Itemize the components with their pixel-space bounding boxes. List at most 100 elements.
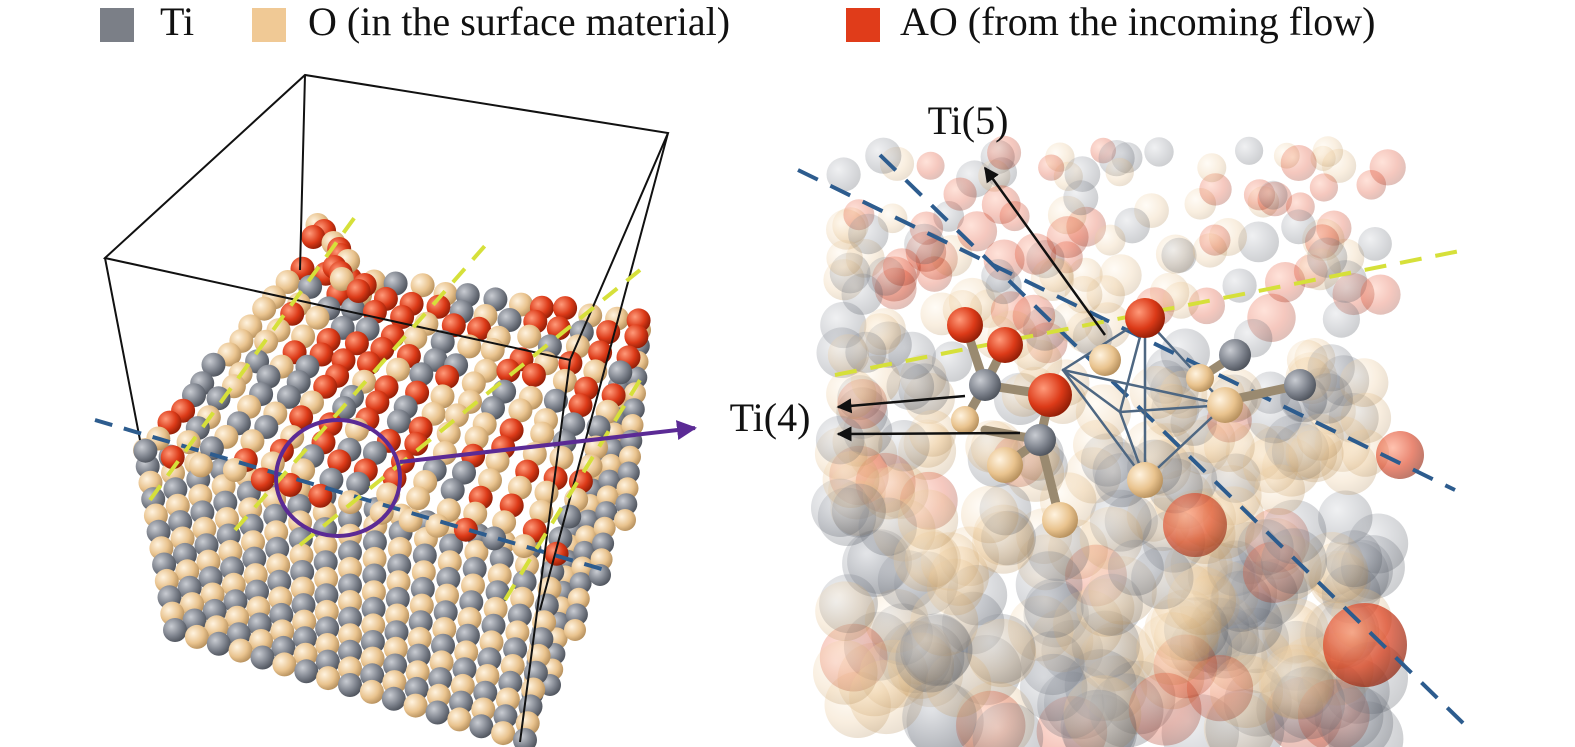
atom bbox=[564, 619, 586, 641]
atom bbox=[1307, 237, 1348, 278]
atom bbox=[338, 590, 362, 614]
atom bbox=[491, 721, 516, 746]
atom bbox=[1060, 689, 1137, 747]
atom bbox=[313, 533, 338, 558]
atom bbox=[512, 534, 536, 559]
atom bbox=[1075, 384, 1131, 440]
atom bbox=[596, 320, 621, 345]
atom bbox=[1125, 298, 1165, 338]
atom bbox=[1258, 180, 1288, 210]
atom bbox=[507, 475, 532, 500]
atom bbox=[943, 177, 977, 211]
atom bbox=[972, 702, 1044, 747]
atom bbox=[338, 573, 362, 598]
atom bbox=[361, 613, 386, 638]
atom bbox=[1204, 421, 1255, 472]
atom bbox=[360, 663, 385, 688]
atom bbox=[425, 700, 450, 725]
atom bbox=[549, 446, 574, 470]
atom bbox=[496, 358, 521, 383]
atom bbox=[1144, 137, 1174, 167]
zoom-arrow bbox=[399, 420, 697, 464]
atom bbox=[316, 666, 341, 691]
atom bbox=[452, 460, 476, 485]
arrow bbox=[983, 166, 1107, 336]
atom bbox=[1186, 655, 1254, 722]
atom bbox=[841, 273, 883, 315]
atom bbox=[1235, 136, 1264, 165]
atom bbox=[1197, 153, 1227, 183]
atom bbox=[313, 374, 338, 399]
bond bbox=[1061, 368, 1147, 482]
atom bbox=[362, 563, 387, 588]
atom bbox=[457, 334, 482, 359]
atom bbox=[622, 398, 645, 421]
atom bbox=[845, 331, 887, 373]
atom bbox=[362, 530, 387, 555]
atom bbox=[1322, 300, 1360, 338]
atom bbox=[1038, 154, 1065, 181]
atom bbox=[409, 362, 434, 387]
atom bbox=[461, 371, 486, 396]
atom bbox=[338, 673, 362, 697]
atom bbox=[327, 449, 352, 474]
atom bbox=[815, 581, 875, 641]
atom bbox=[252, 296, 277, 321]
atom bbox=[1199, 224, 1231, 256]
atom bbox=[360, 646, 385, 671]
atom bbox=[987, 135, 1022, 170]
bond bbox=[1143, 403, 1227, 482]
atom bbox=[1258, 644, 1334, 720]
atom bbox=[386, 357, 410, 382]
atom bbox=[985, 267, 1022, 305]
atom bbox=[1063, 180, 1099, 216]
atom bbox=[338, 540, 362, 565]
atom bbox=[338, 623, 362, 648]
atom bbox=[338, 656, 362, 681]
atom bbox=[360, 630, 385, 654]
atom bbox=[951, 406, 979, 434]
atom bbox=[188, 453, 213, 478]
atom bbox=[406, 486, 431, 511]
atom bbox=[1163, 493, 1227, 557]
atom bbox=[1207, 387, 1243, 423]
legend-swatch bbox=[252, 8, 286, 42]
legend-swatch bbox=[846, 8, 880, 42]
atom bbox=[1046, 216, 1089, 259]
atom bbox=[272, 652, 297, 677]
atom bbox=[987, 447, 1023, 483]
arrow bbox=[836, 394, 966, 414]
atom bbox=[1254, 464, 1305, 515]
label-ti4: Ti(4) bbox=[730, 395, 811, 440]
atom bbox=[826, 240, 863, 277]
atom bbox=[485, 449, 510, 473]
atom bbox=[275, 270, 300, 294]
atom bbox=[552, 368, 577, 393]
atom bbox=[947, 307, 983, 343]
atom bbox=[900, 613, 973, 686]
atom bbox=[482, 526, 507, 551]
atom bbox=[1369, 149, 1406, 186]
atom bbox=[956, 211, 998, 252]
atom bbox=[338, 507, 362, 532]
atom bbox=[530, 421, 555, 446]
atom bbox=[1238, 221, 1279, 263]
legend-label: Ti bbox=[160, 0, 194, 44]
atom bbox=[961, 485, 1019, 544]
legend: Ti O (in the surface material) AO (from … bbox=[100, 0, 1375, 44]
atom bbox=[228, 638, 253, 663]
arrow bbox=[836, 426, 1021, 442]
atom bbox=[1167, 566, 1236, 636]
atom bbox=[1376, 431, 1424, 479]
atom bbox=[362, 546, 387, 571]
atom bbox=[206, 631, 231, 656]
atom bbox=[315, 616, 340, 641]
atom bbox=[133, 438, 158, 463]
atom bbox=[813, 640, 878, 705]
atom bbox=[1089, 344, 1121, 376]
atom bbox=[561, 412, 586, 437]
atom bbox=[426, 294, 451, 319]
atom bbox=[1265, 262, 1306, 303]
atom bbox=[897, 489, 959, 550]
